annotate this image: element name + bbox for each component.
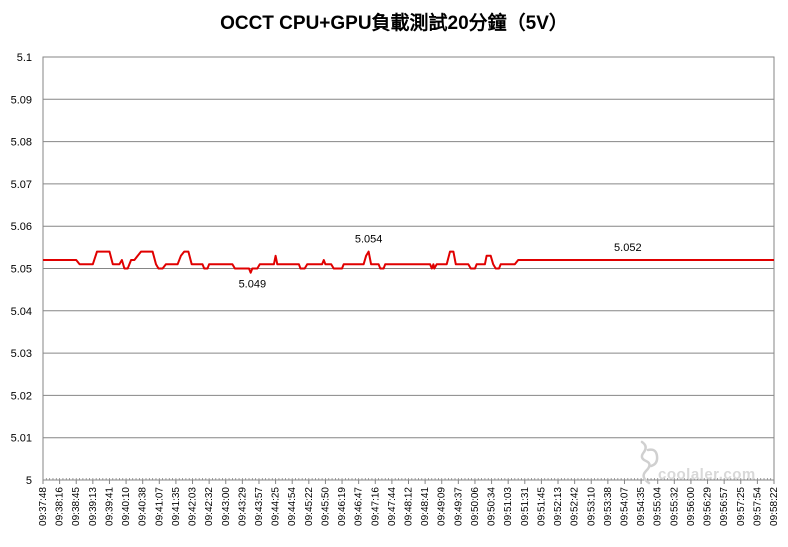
x-tick-label: 09:56:57: [719, 487, 730, 526]
x-tick-label: 09:49:09: [437, 487, 448, 526]
x-tick-label: 09:47:44: [387, 487, 398, 526]
x-tick-label: 09:57:25: [736, 487, 747, 526]
x-tick-label: 09:52:42: [570, 487, 581, 526]
data-label: 5.054: [355, 234, 383, 246]
y-tick-label: 5.03: [11, 348, 32, 360]
x-tick-label: 09:38:16: [55, 487, 66, 526]
watermark-text: coolaler.com: [658, 466, 756, 483]
x-tick-label: 09:43:57: [254, 487, 265, 526]
x-tick-label: 09:44:25: [271, 487, 282, 526]
y-tick-label: 5: [26, 475, 32, 487]
x-tick-label: 09:53:38: [603, 487, 614, 526]
series-line: [43, 250, 774, 274]
y-tick-label: 5.06: [11, 221, 32, 233]
x-tick-label: 09:54:35: [636, 487, 647, 526]
x-tick-label: 09:53:10: [586, 487, 597, 526]
x-tick-label: 09:42:32: [204, 487, 215, 526]
x-tick-label: 09:45:22: [304, 487, 315, 526]
x-tick-label: 09:48:12: [404, 487, 415, 526]
x-tick-label: 09:50:06: [470, 487, 481, 526]
y-tick-label: 5.05: [11, 264, 32, 276]
x-tick-label: 09:56:00: [686, 487, 697, 526]
chart-title: OCCT CPU+GPU負載測試20分鐘（5V）: [220, 13, 568, 34]
annotations: 5.049 5.054 5.052: [239, 234, 642, 291]
y-tick-label: 5.02: [11, 390, 32, 402]
x-tick-label: 09:43:00: [221, 487, 232, 526]
y-tick-label: 5.07: [11, 179, 32, 191]
x-tick-label: 09:39:41: [104, 487, 115, 526]
data-label: 5.049: [239, 279, 267, 291]
y-tick-label: 5.1: [17, 52, 32, 64]
x-tick-label: 09:43:29: [237, 487, 248, 526]
x-tick-label: 09:56:29: [703, 487, 714, 526]
y-axis-ticks: 5 5.01 5.02 5.03 5.04 5.05 5.06 5.07 5.08 5.09 5.1: [11, 52, 32, 487]
x-tick-label: 09:57:54: [752, 487, 763, 526]
x-tick-label: 09:49:37: [453, 487, 464, 526]
series-layer: [43, 250, 774, 274]
x-tick-label: 09:38:45: [71, 487, 82, 526]
x-tick-label: 09:46:19: [337, 487, 348, 526]
data-label: 5.052: [614, 242, 642, 254]
x-tick-label: 09:50:34: [487, 487, 498, 526]
x-tick-label: 09:42:03: [188, 487, 199, 526]
x-tick-label: 09:40:10: [121, 487, 132, 526]
x-tick-label: 09:37:48: [38, 487, 49, 526]
x-tick-label: 09:47:16: [370, 487, 381, 526]
x-tick-label: 09:52:13: [553, 487, 564, 526]
watermark-logo: coolaler.com: [628, 436, 788, 486]
y-tick-label: 5.01: [11, 433, 32, 445]
x-tick-label: 09:45:50: [320, 487, 331, 526]
x-tick-label: 09:44:54: [287, 487, 298, 526]
x-tick-label: 09:55:32: [669, 487, 680, 526]
y-tick-label: 5.09: [11, 94, 32, 106]
y-tick-label: 5.04: [11, 306, 32, 318]
x-tick-label: 09:51:45: [536, 487, 547, 526]
signature-icon: [640, 440, 659, 485]
gridlines: [43, 98, 774, 439]
x-tick-label: 09:55:04: [653, 487, 664, 526]
x-tick-label: 09:51:03: [503, 487, 514, 526]
x-axis-ticks: 09:37:48 09:38:16 09:38:45 09:39:13 09:39:41…: [38, 478, 780, 526]
x-tick-label: 09:40:38: [138, 487, 149, 526]
x-tick-label: 09:54:07: [619, 487, 630, 526]
x-tick-label: 09:58:22: [769, 487, 780, 526]
x-tick-label: 09:39:13: [88, 487, 99, 526]
x-tick-label: 09:41:07: [154, 487, 165, 526]
x-tick-label: 09:46:47: [354, 487, 365, 526]
x-tick-label: 09:48:41: [420, 487, 431, 526]
x-tick-label: 09:51:31: [520, 487, 531, 526]
y-tick-label: 5.08: [11, 137, 32, 149]
x-tick-label: 09:41:35: [171, 487, 182, 526]
